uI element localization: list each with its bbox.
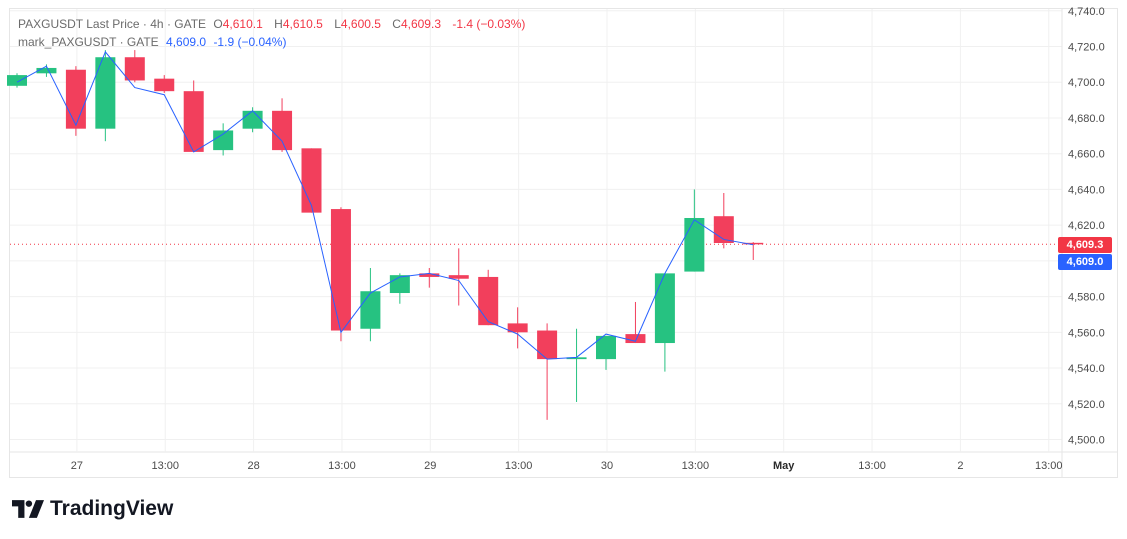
legend-low: 4,600.5 — [340, 17, 381, 31]
candle-up — [213, 123, 234, 156]
candle-up — [566, 328, 587, 402]
x-tick-label: 2 — [957, 460, 963, 472]
candle-up — [596, 335, 616, 370]
y-tick-label: 4,580.0 — [1068, 292, 1105, 304]
candle-down — [419, 268, 440, 288]
candle-body — [537, 330, 558, 360]
last-price-badge: 4,609.3 — [1058, 237, 1112, 253]
x-tick-label: May — [773, 460, 795, 472]
legend-mark: mark_PAXGUSDT · GATE 4,609.0 -1.9 (−0.04… — [18, 35, 290, 49]
x-tick-label: 13:00 — [682, 460, 710, 472]
legend-symbol: PAXGUSDT Last Price · 4h · GATE — [18, 17, 207, 31]
candle-down — [301, 148, 322, 213]
candle-body — [419, 273, 440, 277]
candle-body — [272, 110, 293, 151]
candles — [7, 50, 764, 420]
candle-body — [95, 57, 116, 129]
candle-up — [684, 189, 705, 272]
candle-body — [36, 67, 57, 74]
candle-body — [625, 334, 646, 344]
legend-mark-symbol: mark_PAXGUSDT · GATE — [18, 35, 159, 49]
candle-up — [360, 268, 381, 342]
legend-close-label: C — [392, 17, 401, 31]
candle-body — [242, 110, 263, 129]
y-tick-label: 4,500.0 — [1068, 434, 1105, 446]
y-tick-label: 4,540.0 — [1068, 363, 1105, 375]
legend-high: 4,610.5 — [282, 17, 323, 31]
candle-down — [330, 207, 351, 342]
candle-body — [507, 323, 528, 333]
candle-body — [654, 273, 675, 344]
candle-body — [389, 275, 410, 294]
candle-body — [7, 75, 27, 86]
legend-close: 4,609.3 — [400, 17, 441, 31]
candle-body — [65, 69, 86, 129]
candle-body — [596, 335, 616, 360]
legend-main: PAXGUSDT Last Price · 4h · GATE O4,610.1… — [18, 17, 529, 31]
candle-body — [360, 291, 381, 329]
x-tick-label: 13:00 — [1035, 460, 1063, 472]
legend-mark-change: -1.9 (−0.04%) — [213, 35, 287, 49]
candle-down — [448, 248, 469, 306]
y-tick-label: 4,660.0 — [1068, 149, 1105, 161]
candle-down — [272, 98, 293, 152]
mark-price-badge: 4,609.0 — [1058, 254, 1112, 270]
candle-down — [478, 269, 499, 326]
candle-body — [566, 357, 587, 360]
x-tick-label: 28 — [247, 460, 259, 472]
y-tick-label: 4,740.0 — [1068, 6, 1105, 18]
x-tick-label: 13:00 — [505, 460, 533, 472]
candle-body — [301, 148, 322, 213]
candle-up — [654, 273, 675, 372]
x-tick-label: 30 — [601, 460, 613, 472]
candle-body — [213, 130, 234, 151]
x-tick-label: 13:00 — [328, 460, 356, 472]
candle-down — [537, 323, 558, 420]
legend-mark-value: 4,609.0 — [166, 35, 207, 49]
x-axis: 27 13:00 28 13:00 29 13:00 30 13:00 May 13:00 2 13:… — [71, 460, 1063, 472]
candle-body — [743, 242, 764, 245]
candle-up — [389, 273, 410, 304]
chart-frame[interactable] — [9, 8, 1118, 478]
candle-body — [154, 78, 175, 92]
x-tick-label: 27 — [71, 460, 83, 472]
candle-down — [713, 192, 734, 249]
legend-open: 4,610.1 — [222, 17, 263, 31]
candle-down — [625, 301, 646, 344]
candle-body — [330, 209, 351, 331]
y-tick-label: 4,720.0 — [1068, 42, 1105, 54]
y-tick-label: 4,640.0 — [1068, 184, 1105, 196]
y-tick-label: 4,680.0 — [1068, 113, 1105, 125]
candle-down — [154, 75, 175, 93]
y-tick-label: 4,620.0 — [1068, 220, 1105, 232]
legend-low-label: L — [334, 17, 341, 31]
candle-down — [124, 50, 145, 83]
y-tick-label: 4,520.0 — [1068, 399, 1105, 411]
legend-open-label: O — [213, 17, 223, 31]
candle-down — [183, 80, 204, 152]
candle-up — [95, 50, 116, 142]
legend-change: -1.4 (−0.03%) — [452, 17, 526, 31]
candle-down — [743, 242, 764, 260]
candle-body — [684, 217, 705, 272]
candle-body — [124, 57, 145, 81]
grid — [10, 9, 1117, 477]
y-tick-label: 4,560.0 — [1068, 327, 1105, 339]
mark-price-line — [16, 50, 754, 360]
candle-body — [478, 276, 499, 326]
candle-body — [183, 91, 204, 152]
y-axis: 4,500.04,520.04,540.04,560.04,580.04,600… — [1068, 6, 1105, 447]
candle-body — [448, 275, 469, 279]
tradingview-logo-icon — [12, 500, 44, 518]
brand-name: TradingView — [50, 497, 174, 520]
tradingview-brand[interactable]: TradingView — [12, 497, 173, 521]
x-tick-label: 13:00 — [151, 460, 179, 472]
candle-up — [7, 73, 27, 88]
x-tick-label: 29 — [424, 460, 436, 472]
x-tick-label: 13:00 — [858, 460, 886, 472]
y-tick-label: 4,700.0 — [1068, 77, 1105, 89]
candle-down — [507, 307, 528, 349]
legend-high-label: H — [274, 17, 283, 31]
